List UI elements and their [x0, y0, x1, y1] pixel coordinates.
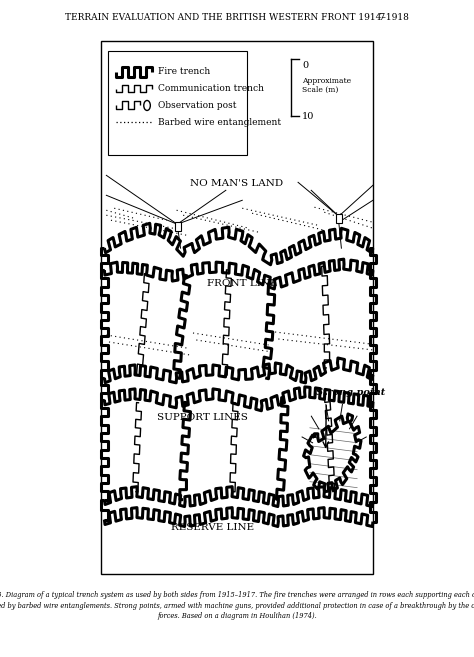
Text: Approximate
Scale (m): Approximate Scale (m) [302, 76, 351, 94]
Text: forces. Based on a diagram in Houlihan (1974).: forces. Based on a diagram in Houlihan (… [157, 612, 317, 620]
Text: Observation post: Observation post [158, 101, 237, 110]
Bar [108, 51, 247, 155]
Bar [101, 41, 373, 574]
Text: RESERVE LINE: RESERVE LINE [171, 523, 254, 532]
Text: Fire trench: Fire trench [158, 67, 210, 76]
Text: SUPPORT LINES: SUPPORT LINES [157, 413, 248, 422]
Text: Communication trench: Communication trench [158, 84, 264, 93]
Text: Fig. 3. Diagram of a typical trench system as used by both sides from 1915–1917.: Fig. 3. Diagram of a typical trench syst… [0, 591, 474, 599]
Text: 0: 0 [302, 60, 308, 70]
Text: NO MAN'S LAND: NO MAN'S LAND [191, 179, 283, 188]
Text: Barbed wire entanglement: Barbed wire entanglement [158, 118, 282, 127]
Text: 7: 7 [378, 12, 385, 22]
Text: protected by barbed wire entanglements. Strong points, armed with machine guns, : protected by barbed wire entanglements. … [0, 602, 474, 610]
Text: 10: 10 [302, 112, 314, 122]
Text: TERRAIN EVALUATION AND THE BRITISH WESTERN FRONT 1914–1918: TERRAIN EVALUATION AND THE BRITISH WESTE… [65, 12, 409, 22]
Bar [174, 222, 181, 231]
Bar [336, 214, 342, 223]
Text: FRONT LINE: FRONT LINE [207, 279, 277, 288]
Text: Strong point: Strong point [317, 388, 386, 397]
Circle shape [144, 101, 150, 110]
